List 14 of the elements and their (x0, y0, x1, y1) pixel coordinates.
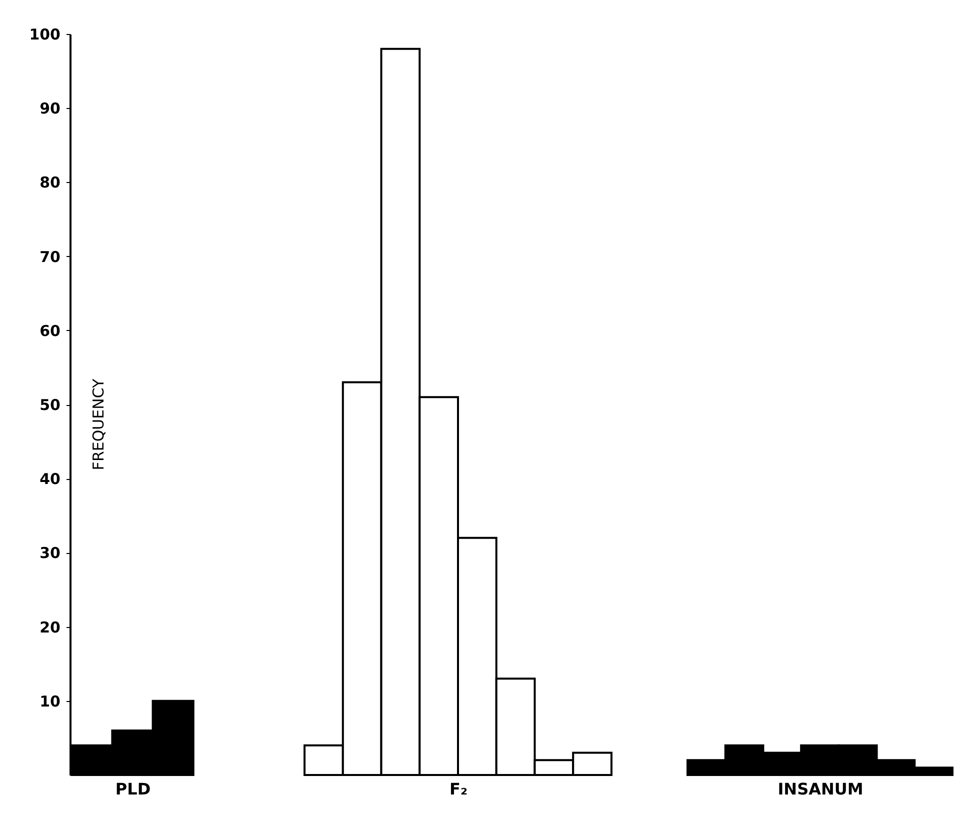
y-tick-label: 20 (40, 618, 60, 636)
y-axis-title: FREQUENCY (90, 378, 108, 470)
y-tick-label: 40 (40, 470, 60, 488)
x-axis-title: F₂ (450, 780, 468, 798)
y-tick-label: 80 (40, 174, 60, 192)
y-tick-label: 10 (40, 692, 60, 710)
y-tick-label: 70 (40, 248, 60, 266)
y-tick-label: 50 (40, 396, 60, 414)
y-tick-label: 90 (40, 100, 60, 118)
y-tick-label: 100 (29, 26, 60, 44)
x-axis-title: INSANUM (778, 780, 864, 798)
y-tick-label: 60 (40, 322, 60, 340)
x-axis-title: PLD (115, 780, 151, 798)
y-tick-label: 30 (40, 544, 60, 562)
